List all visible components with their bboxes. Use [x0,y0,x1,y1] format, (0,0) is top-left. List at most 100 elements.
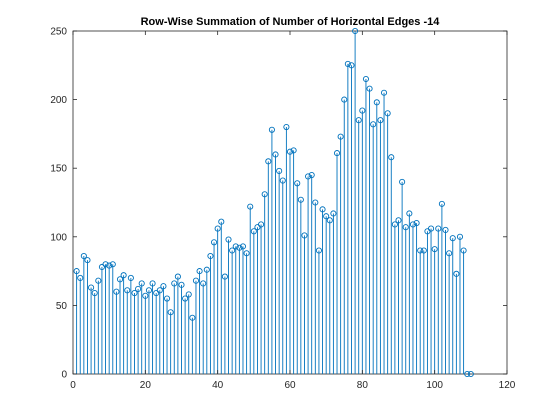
stem-marker [268,126,275,133]
stem-marker [203,266,210,273]
stem-marker [95,277,102,284]
stem-marker [160,283,167,290]
stem-marker [138,280,145,287]
stem-marker [337,133,344,140]
stem-marker [210,239,218,246]
stem-marker [312,199,319,206]
stem-marker [330,210,337,217]
stem-marker [319,206,326,213]
stem-marker [185,291,192,298]
stem-marker [207,252,214,260]
stem-marker [91,290,98,297]
stem-marker [456,233,464,240]
x-tick-label: 40 [212,380,224,391]
stem-marker [229,247,236,254]
stem-marker [272,151,279,158]
stem-marker [214,225,221,232]
stem-marker [127,274,134,282]
stem-marker [377,117,384,124]
y-axis-ticks: 0 50 100 150 200 250 [50,27,507,381]
stem-marker [113,288,120,295]
stem-marker [102,261,109,268]
stem-marker [258,221,265,228]
stem-marker [460,247,467,254]
x-tick-label: 80 [357,380,369,391]
stem-marker [467,370,474,378]
stem-marker [355,117,362,124]
stem-marker [290,147,297,154]
y-tick-label: 200 [50,95,67,106]
stem-marker [301,232,308,239]
x-tick-label: 100 [426,380,443,391]
stem-marker [391,221,398,228]
stem-marker [420,247,427,254]
stem-marker [323,213,330,220]
stem-marker [406,210,413,217]
stem-marker [73,268,80,275]
stem-marker [109,261,116,268]
stem-marker [344,60,351,67]
stem-marker [142,292,149,299]
stem-marker [236,244,243,251]
stem-marker [88,284,95,291]
stem-marker [232,243,239,250]
stem-marker [384,110,391,117]
stem-marker [243,250,250,257]
stem-marker [182,295,189,302]
stem-marker [84,257,91,264]
stem-marker [431,246,438,253]
stem-marker [294,180,301,187]
stem-marker [359,107,366,114]
stem-marker [247,203,254,210]
x-tick-label: 20 [140,380,152,391]
y-tick-label: 150 [50,164,67,175]
stem-marker [265,158,272,165]
stem-marker [189,314,196,321]
stem-marker [261,191,268,198]
stem-marker [250,228,257,235]
stem-marker [167,309,174,316]
stem-marker [116,276,124,283]
stem-marker [366,85,373,92]
stem-marker [286,148,294,155]
y-tick-label: 100 [50,232,67,243]
stem-marker [135,285,142,292]
stem-marker [239,243,247,250]
stem-marker [380,89,388,96]
stem-marker [399,178,406,185]
stem-marker [196,268,203,275]
stem-marker [308,172,315,179]
x-tick-label: 0 [70,380,76,391]
stem-marker [395,217,402,224]
stem-marker [77,274,84,282]
stem-marker [453,270,460,277]
stem-marker [409,221,417,228]
stem-marker [200,280,207,287]
stem-marker [326,217,333,224]
stem-marker [362,75,370,83]
stem-marker [305,173,312,180]
stem-marker [449,235,456,242]
x-tick-label: 120 [499,380,516,391]
stem-marker [446,250,453,257]
chart-title: Row-Wise Summation of Number of Horizont… [141,16,441,28]
y-tick-label: 250 [50,27,67,38]
stem-marker [464,370,471,378]
stem-marker [178,281,185,288]
stem-marker [442,226,449,233]
stem-marker [221,273,228,280]
x-axis-ticks: 0 20 40 60 80 100 120 [70,31,516,391]
stem-marker [427,225,435,232]
stem-marker [80,252,87,260]
stem-marker [402,224,409,231]
x-tick-label: 60 [284,380,296,391]
stem-marker [279,177,286,184]
stem-marker [149,280,156,287]
stem-marker [341,96,348,103]
stem-marker [124,287,131,294]
stem-marker [145,287,152,294]
stem-marker [163,295,171,302]
stem-marker [174,273,181,280]
stem-series [73,27,474,378]
stem-marker [171,280,178,287]
